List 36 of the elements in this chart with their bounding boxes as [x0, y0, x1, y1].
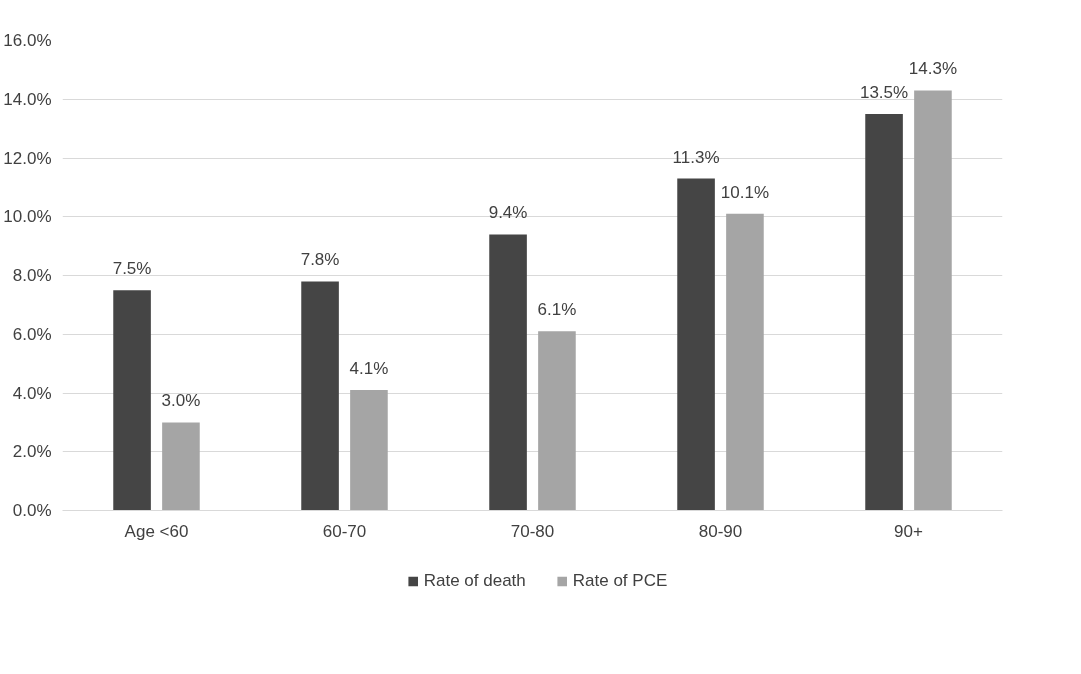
legend-label: Rate of PCE — [572, 570, 668, 591]
y-tick-label: 4.0% — [12, 383, 52, 403]
legend-label: Rate of death — [423, 570, 526, 591]
data-label: 4.1% — [349, 359, 389, 379]
y-tick-label: 16.0% — [3, 31, 52, 50]
bar — [914, 90, 952, 511]
bar — [162, 422, 200, 511]
data-label: 11.3% — [672, 147, 720, 167]
y-tick-label: 14.0% — [3, 89, 52, 109]
y-tick-label: 12.0% — [3, 148, 52, 168]
y-tick-label: 2.0% — [12, 442, 52, 462]
data-label: 3.0% — [161, 391, 201, 411]
bar — [301, 281, 339, 511]
x-tick-label: 60-70 — [322, 521, 367, 541]
y-tick-label: 0.0% — [12, 501, 52, 520]
x-tick-label: 70-80 — [510, 521, 555, 541]
bar — [489, 234, 527, 511]
data-label: 10.1% — [720, 182, 770, 202]
data-label: 6.1% — [537, 300, 577, 320]
bar — [113, 290, 151, 511]
data-label: 13.5% — [859, 82, 909, 102]
x-tick-label: Age <60 — [124, 521, 189, 541]
x-tick-label: 90+ — [894, 521, 923, 541]
bar — [865, 113, 903, 511]
data-label: 7.8% — [300, 250, 340, 270]
y-tick-label: 6.0% — [12, 324, 52, 344]
x-tick-label: 80-90 — [698, 521, 743, 541]
bar — [677, 178, 715, 511]
bar — [538, 331, 576, 511]
bar — [726, 213, 764, 511]
y-tick-label: 10.0% — [3, 207, 52, 227]
data-label: 9.4% — [488, 203, 528, 223]
data-label: 7.5% — [112, 259, 152, 279]
data-label: 14.3% — [908, 59, 958, 79]
y-tick-label: 8.0% — [12, 266, 52, 285]
bar — [350, 390, 388, 511]
